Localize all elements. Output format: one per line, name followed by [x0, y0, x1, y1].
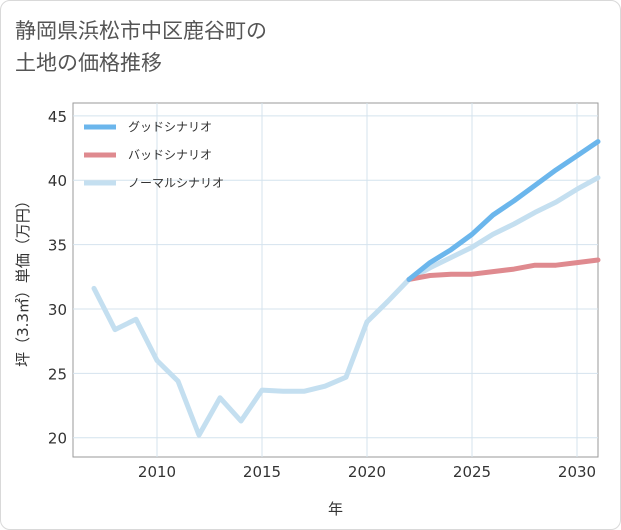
x-tick-label: 2020 [348, 463, 386, 481]
series-lines [91, 139, 601, 438]
plot-area [72, 102, 599, 458]
title-line-1: 静岡県浜松市中区鹿谷町の [15, 19, 267, 43]
y-tick-label: 40 [48, 172, 67, 190]
series-line-1 [406, 257, 601, 282]
series-line-2 [91, 175, 601, 438]
series-line-0 [406, 139, 601, 282]
x-axis-title: 年 [328, 500, 343, 518]
x-tick-label: 2025 [453, 463, 491, 481]
y-tick-label: 30 [48, 301, 67, 319]
y-tick-label: 45 [48, 108, 67, 126]
legend-label: グッドシナリオ [128, 120, 212, 134]
x-tick-label: 2015 [243, 463, 281, 481]
legend-label: バッドシナリオ [128, 148, 212, 162]
chart-title: 静岡県浜松市中区鹿谷町の 土地の価格推移 [15, 15, 267, 79]
x-tick-label: 2010 [138, 463, 176, 481]
grid-lines [73, 103, 598, 457]
y-tick-label: 25 [48, 365, 67, 383]
y-axis-title: 坪（3.3㎡）単価（万円） [14, 193, 32, 367]
title-line-2: 土地の価格推移 [15, 51, 162, 75]
legend-label: ノーマルシナリオ [128, 176, 224, 190]
y-tick-label: 20 [48, 430, 67, 448]
y-tick-label: 35 [48, 237, 67, 255]
x-tick-label: 2030 [558, 463, 596, 481]
